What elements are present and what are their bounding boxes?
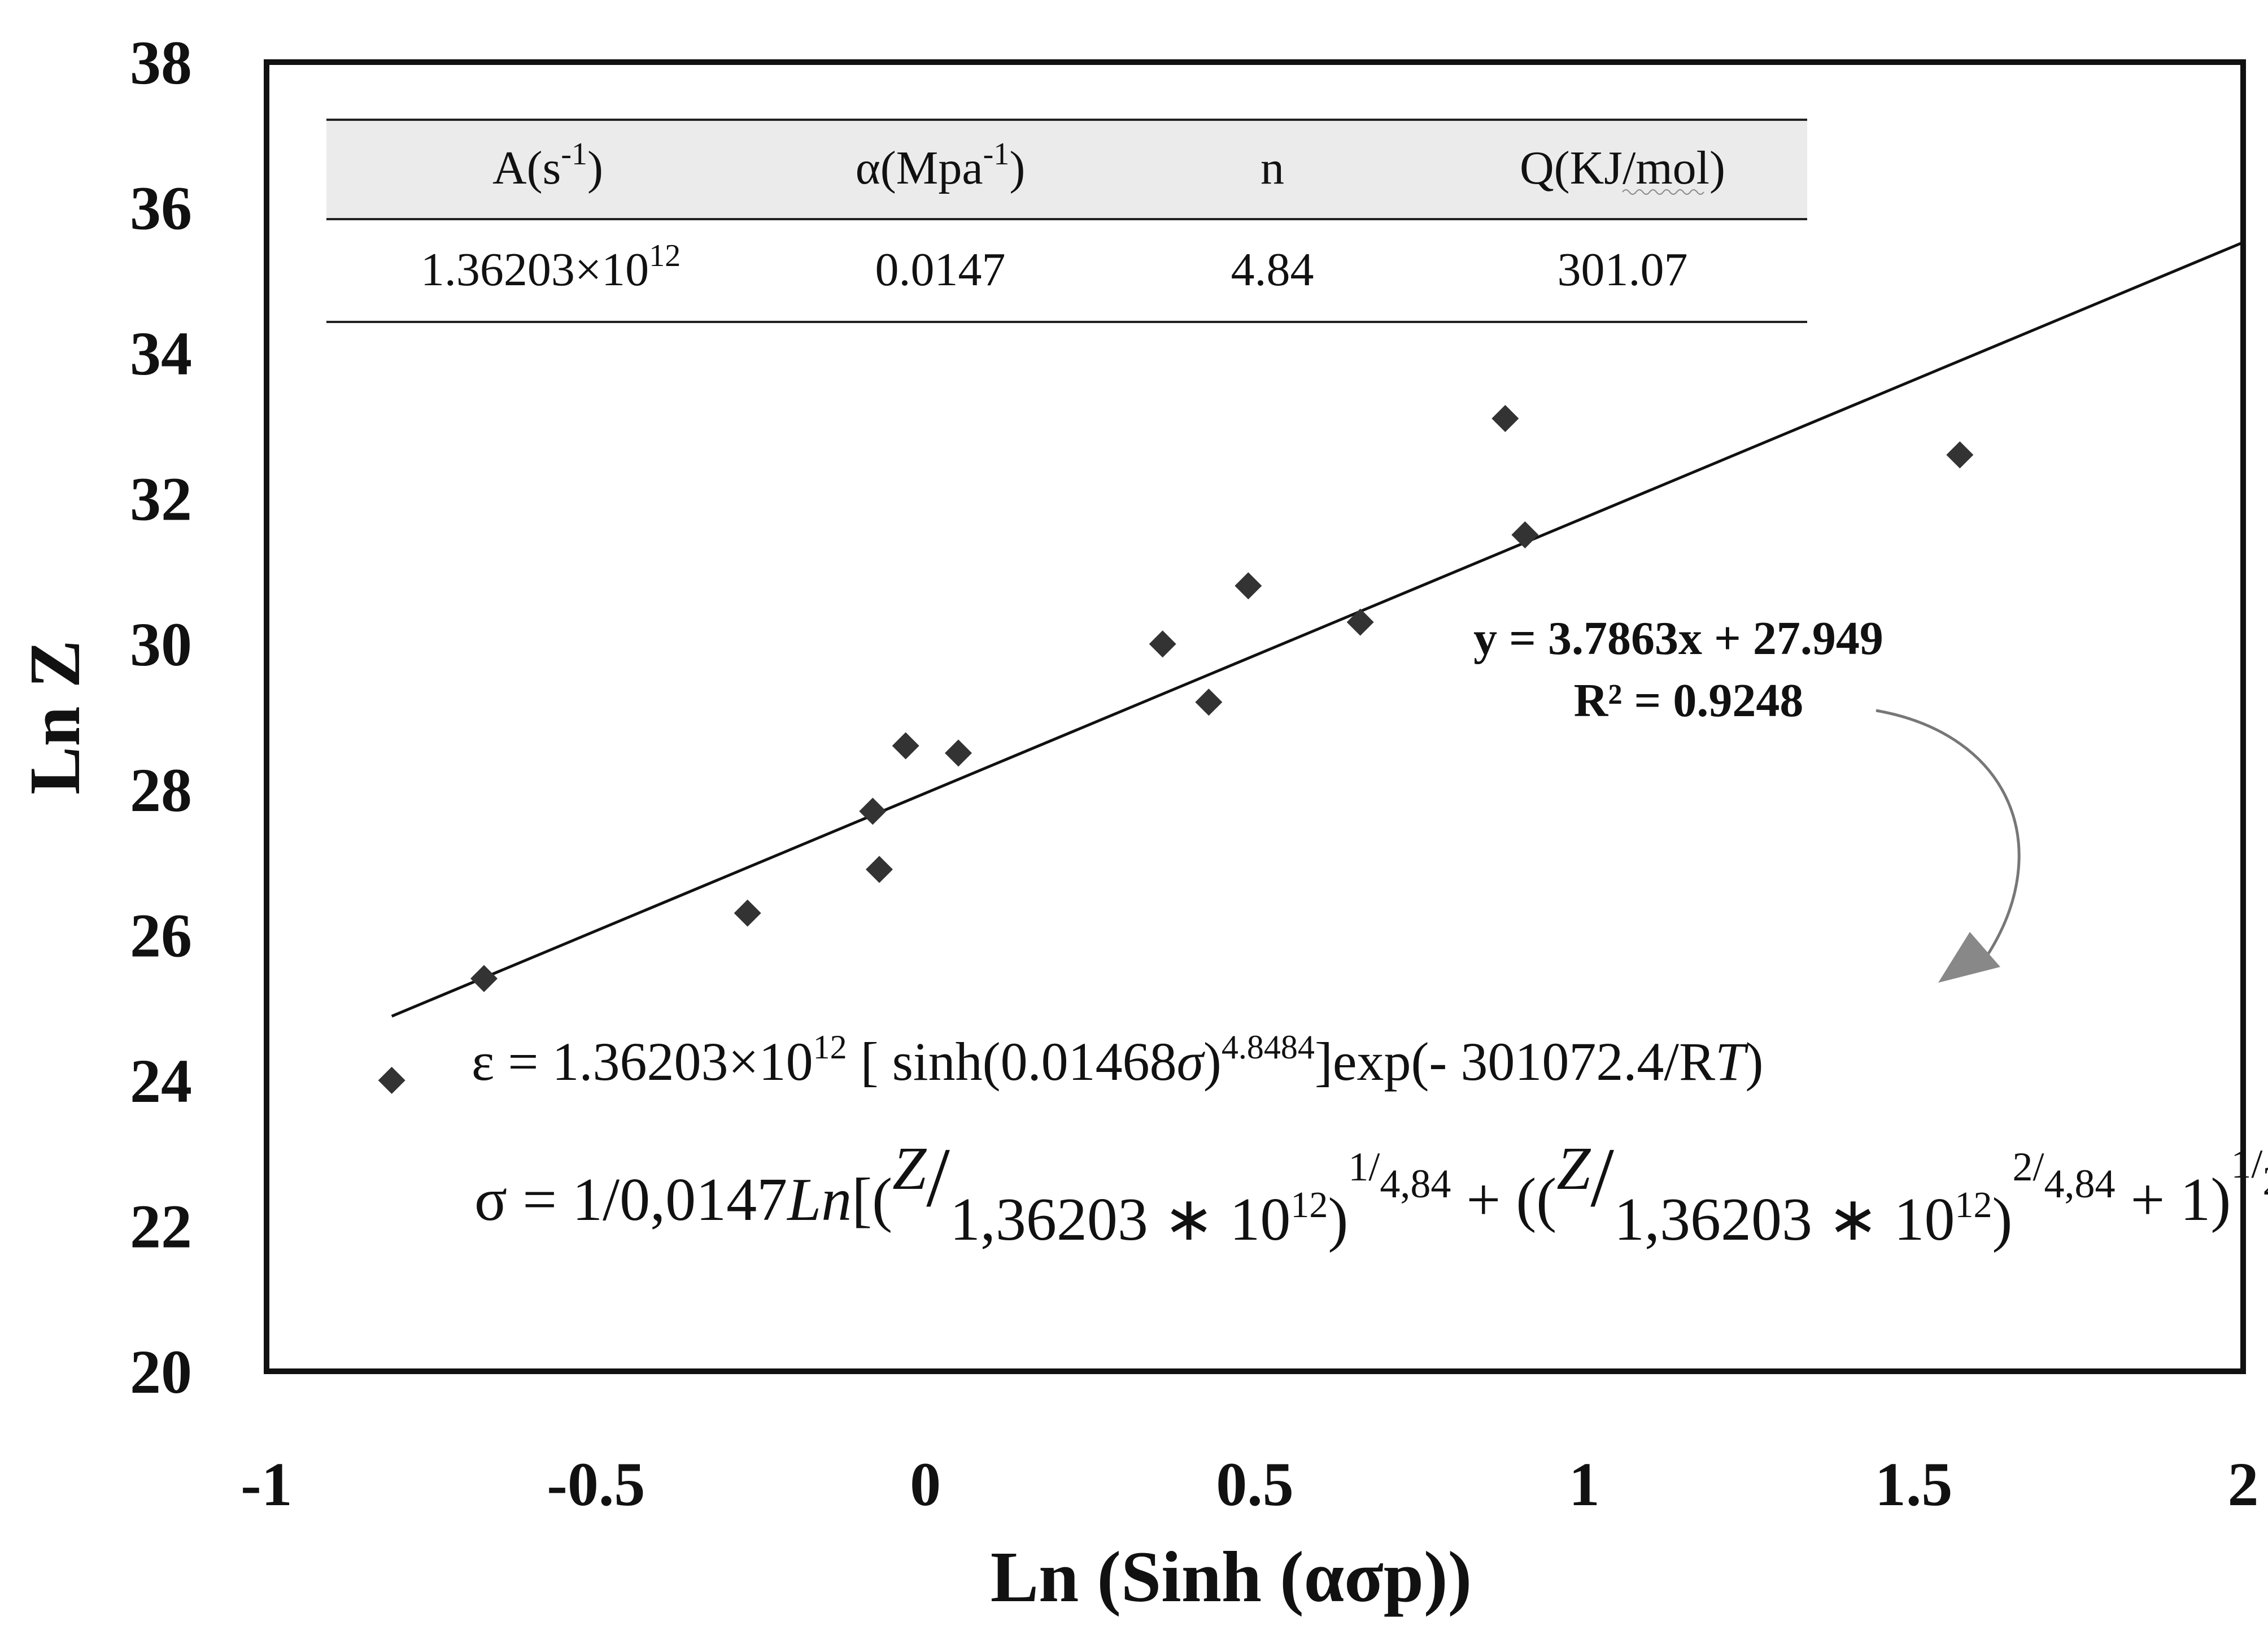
formula-flow-stress: σ = 1/0,0147Ln[(Z/1,36203 ∗ 1012)1/4,84 … (474, 1131, 2268, 1253)
data-point (734, 899, 761, 927)
data-point (1491, 405, 1519, 433)
data-point (866, 856, 893, 883)
table-value-n: 4.84 (1231, 243, 1314, 296)
data-point (1511, 521, 1539, 549)
y-tick-label: 36 (130, 174, 192, 243)
y-tick-label: 22 (130, 1192, 192, 1261)
x-tick-label: 0 (910, 1450, 941, 1519)
x-tick-label: 0.5 (1216, 1450, 1294, 1519)
trendline-equation: y = 3.7863x + 27.949 (1473, 612, 1883, 665)
table-value-alpha: 0.0147 (875, 243, 1006, 296)
table-header-a: A(s-1) (492, 137, 603, 194)
trendline (391, 241, 2244, 1018)
y-tick-label: 34 (130, 319, 192, 388)
y-tick-label: 28 (130, 756, 192, 825)
spellcheck-squiggle (1622, 189, 1704, 195)
y-tick-label: 38 (130, 28, 192, 97)
table-value-a: 1.36203×1012 (421, 238, 681, 296)
data-points (378, 405, 1974, 1094)
x-tick-label: 2 (2228, 1450, 2259, 1519)
y-tick-label: 20 (130, 1337, 192, 1406)
formula-strain-rate: ε = 1.36203×1012 [ sinh(0.01468σ)4.8484]… (472, 1028, 1763, 1092)
data-point (859, 797, 887, 825)
parameter-table: A(s-1) α(Mpa-1) n Q(KJ/mol) 1.36203×1012… (326, 119, 1807, 323)
table-header-q: Q(KJ/mol) (1520, 142, 1725, 194)
x-tick-label: 1.5 (1875, 1450, 1953, 1519)
y-axis-title: Ln Z (15, 640, 95, 795)
plot-frame (264, 59, 2246, 1374)
data-point (470, 965, 498, 992)
y-tick-label: 26 (130, 901, 192, 970)
table-header-n: n (1261, 142, 1284, 194)
data-point (378, 1066, 405, 1094)
x-axis-ticks: -1 -0.5 0 0.5 1 1.5 2 (241, 1450, 2258, 1519)
y-tick-label: 32 (130, 465, 192, 534)
data-point (1235, 572, 1262, 600)
y-tick-label: 30 (130, 610, 192, 679)
table-header-alpha: α(Mpa-1) (856, 137, 1026, 194)
x-axis-title: Ln (Sinh (ασp)) (991, 1537, 1472, 1617)
table-header-background (326, 120, 1807, 219)
arrow-head-icon (1938, 932, 2000, 983)
x-tick-label: 1 (1569, 1450, 1600, 1519)
table-value-q: 301.07 (1558, 243, 1688, 296)
data-point (945, 739, 972, 767)
data-point (1195, 688, 1223, 716)
x-tick-label: -1 (241, 1450, 293, 1519)
curved-arrow (1876, 709, 2021, 956)
r-squared-label: R² = 0.9248 (1574, 674, 1804, 727)
data-point (892, 732, 919, 760)
data-point (1346, 608, 1374, 636)
x-tick-label: -0.5 (547, 1450, 645, 1519)
y-tick-label: 24 (130, 1047, 192, 1115)
data-point (1149, 630, 1176, 658)
y-axis-ticks: 20 22 24 26 28 30 32 34 36 38 (130, 28, 192, 1406)
data-point (1946, 441, 1974, 469)
